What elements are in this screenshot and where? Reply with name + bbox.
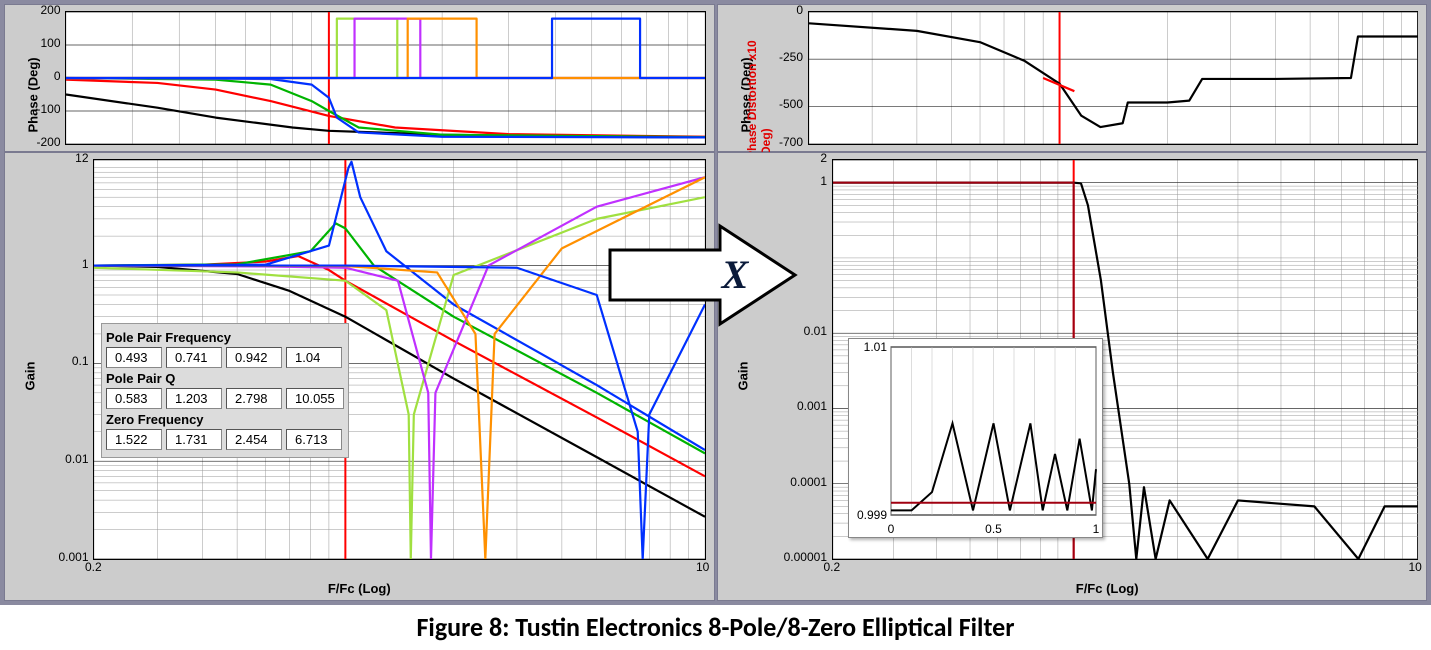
zero-freq-row: 1.522 1.731 2.454 6.713	[106, 429, 344, 450]
svg-text:0.5: 0.5	[985, 522, 1002, 536]
right-phase-plot[interactable]	[808, 11, 1419, 145]
pole-q-row: 0.583 1.203 2.798 10.055	[106, 388, 344, 409]
pole-freq-2[interactable]: 0.942	[226, 347, 282, 368]
filter-params-table: Pole Pair Frequency 0.493 0.741 0.942 1.…	[101, 323, 349, 458]
svg-text:0.999: 0.999	[856, 508, 886, 522]
right-gain-panel: Gain F/Fc (Log) 00.510.9991.01 0.000010.…	[717, 152, 1428, 601]
left-gain-xlabel: F/Fc (Log)	[328, 581, 391, 596]
figure-caption: Figure 8: Tustin Electronics 8-Pole/8-Ze…	[0, 605, 1431, 643]
pole-freq-0[interactable]: 0.493	[106, 347, 162, 368]
pole-q-2[interactable]: 2.798	[226, 388, 282, 409]
right-gain-ylabel: Gain	[735, 331, 750, 391]
pole-q-1[interactable]: 1.203	[166, 388, 222, 409]
svg-text:1.01: 1.01	[863, 340, 887, 354]
figure-container: Phase (Deg) -200-1000100200 Gain F/Fc (L…	[0, 0, 1431, 650]
left-phase-ylabel: Phase (Deg)	[26, 33, 41, 133]
right-phase-panel: Phase (Deg) Phase Distortion x10 (Deg) -…	[717, 4, 1428, 152]
left-phase-plot[interactable]	[65, 11, 706, 145]
left-phase-panel: Phase (Deg) -200-1000100200	[4, 4, 715, 152]
pole-q-label: Pole Pair Q	[106, 371, 344, 386]
pole-freq-3[interactable]: 1.04	[286, 347, 342, 368]
pole-freq-label: Pole Pair Frequency	[106, 330, 344, 345]
right-column: Phase (Deg) Phase Distortion x10 (Deg) -…	[716, 3, 1429, 602]
zero-freq-1[interactable]: 1.731	[166, 429, 222, 450]
left-gain-ylabel: Gain	[23, 331, 38, 391]
pole-q-3[interactable]: 10.055	[286, 388, 344, 409]
pole-q-0[interactable]: 0.583	[106, 388, 162, 409]
arrow-letter: X	[720, 252, 750, 297]
right-gain-xlabel: F/Fc (Log)	[1076, 581, 1139, 596]
right-gain-inset[interactable]: 0 0.5 1 0.999 1.01	[848, 338, 1103, 538]
zero-freq-3[interactable]: 6.713	[286, 429, 342, 450]
right-phase-ylabel2: Phase Distortion x10 (Deg)	[745, 19, 773, 159]
pole-freq-row: 0.493 0.741 0.942 1.04	[106, 347, 344, 368]
pole-freq-1[interactable]: 0.741	[166, 347, 222, 368]
zero-freq-label: Zero Frequency	[106, 412, 344, 427]
zero-freq-0[interactable]: 1.522	[106, 429, 162, 450]
zero-freq-2[interactable]: 2.454	[226, 429, 282, 450]
svg-text:1: 1	[1092, 522, 1099, 536]
svg-text:0: 0	[887, 522, 894, 536]
